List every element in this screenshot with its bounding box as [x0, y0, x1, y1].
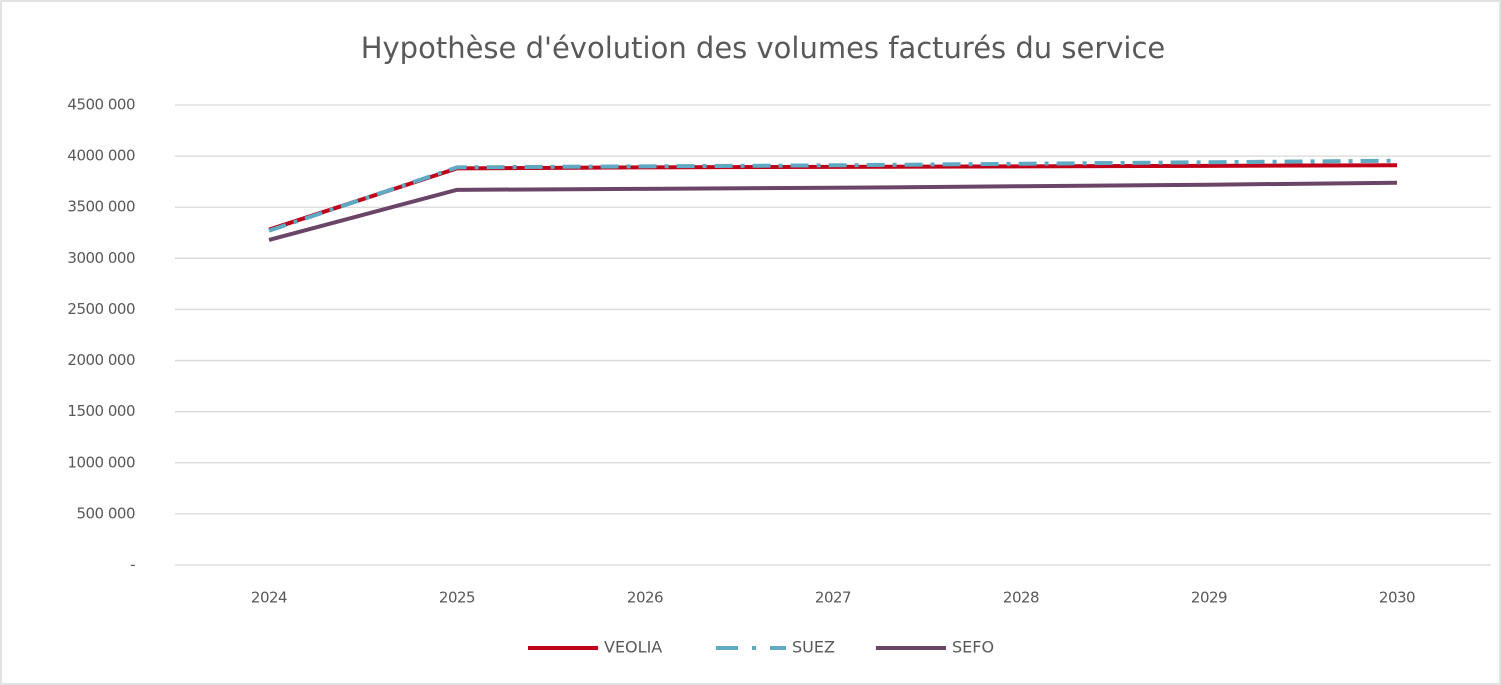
chart-title: Hypothèse d'évolution des volumes factur…	[361, 31, 1166, 65]
x-tick-label: 2024	[251, 589, 287, 607]
y-tick-label: 500 000	[76, 504, 135, 522]
y-tick-label: 4000 000	[67, 147, 135, 165]
legend-label: SUEZ	[792, 638, 835, 657]
y-tick-label: 3500 000	[67, 198, 135, 216]
x-tick-label: 2030	[1379, 589, 1415, 607]
x-tick-label: 2025	[439, 589, 475, 607]
y-tick-label: 2000 000	[67, 351, 135, 369]
series-line	[268, 158, 1398, 233]
series-line	[268, 180, 1398, 242]
x-tick-label: 2029	[1191, 589, 1227, 607]
legend-label: SEFO	[952, 638, 994, 657]
x-tick-label: 2026	[627, 589, 663, 607]
y-tick-label: 1000 000	[67, 453, 135, 471]
y-tick-label: 2500 000	[67, 300, 135, 318]
y-tick-label: 1500 000	[67, 402, 135, 420]
legend-label: VEOLIA	[604, 638, 662, 657]
x-tick-label: 2027	[815, 589, 851, 607]
y-tick-label: 3000 000	[67, 249, 135, 267]
x-tick-label: 2028	[1003, 589, 1039, 607]
y-tick-label: 4500 000	[67, 96, 135, 114]
y-tick-label: -	[130, 556, 135, 574]
